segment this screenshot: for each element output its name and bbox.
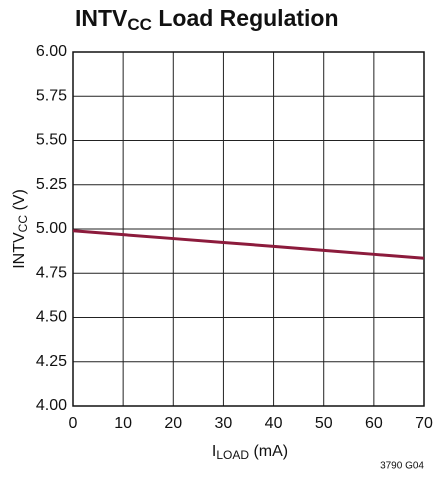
y-tick-label: 4.00 [36,397,67,414]
title-sub: CC [127,15,152,34]
y-tick-label: 5.50 [36,132,67,149]
y-axis-label: INTVCC (V) [11,189,30,269]
x-tick-label: 30 [215,415,233,432]
x-tick-label: 20 [164,415,182,432]
x-tick-label: 60 [365,415,383,432]
x-tick-label: 0 [69,415,78,432]
title-part: Load Regulation [152,5,339,31]
y-tick-label: 6.00 [36,43,67,60]
xlabel-part: (mA) [249,443,288,460]
x-tick-label: 40 [265,415,283,432]
x-tick-label: 70 [415,415,433,432]
plot-frame [72,51,425,407]
y-tick-label: 5.75 [36,87,67,104]
xlabel-sub: LOAD [216,448,249,462]
figure-code: 3790 G04 [380,461,424,472]
title-part: INTV [75,5,128,31]
ylabel-sub: CC [16,215,30,233]
xlabel-part: I [212,443,216,460]
x-tick-label: 50 [315,415,333,432]
y-tick-label: 4.50 [36,309,67,326]
y-tick-label: 5.25 [36,176,67,193]
data-line [72,229,425,260]
y-tick-label: 4.25 [36,353,67,370]
y-tick-label: 4.75 [36,264,67,281]
x-tick-label: 10 [114,415,132,432]
ylabel-part: (V) [11,189,28,215]
x-axis-label: ILOAD (mA) [212,443,288,462]
ylabel-part: INTV [11,232,28,269]
chart-title: INTVCC Load Regulation [75,5,339,34]
y-tick-label: 5.00 [36,220,67,237]
